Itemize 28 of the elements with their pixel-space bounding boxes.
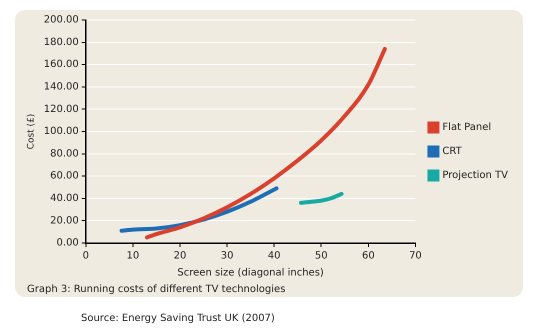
x-tick-label: 20 bbox=[174, 250, 186, 262]
legend-label: Flat Panel bbox=[442, 122, 492, 134]
y-tick-label: 180.00 bbox=[44, 36, 79, 48]
x-tick-label: 30 bbox=[220, 250, 234, 262]
x-axis-title: Screen size (diagonal inches) bbox=[177, 268, 324, 279]
y-tick-label: 140.00 bbox=[44, 81, 79, 92]
y-tick-label: 200.00 bbox=[44, 14, 79, 26]
line-series bbox=[298, 192, 344, 205]
caption: Graph 3: Running costs of different TV technologies bbox=[27, 284, 286, 295]
y-tick-label: 160.00 bbox=[44, 59, 79, 70]
legend-label: CRT bbox=[442, 146, 463, 158]
source-note: Source: Energy Saving Trust UK (2007) bbox=[81, 313, 275, 324]
y-tick-label: 0.00 bbox=[56, 238, 79, 249]
y-tick-label: 20.00 bbox=[50, 215, 79, 226]
x-tick-label: 70 bbox=[409, 250, 422, 262]
x-tick-label: 60 bbox=[362, 250, 375, 262]
y-tick-label: 60.00 bbox=[50, 170, 79, 182]
y-tick-label: 40.00 bbox=[50, 192, 79, 204]
legend-label: Projection TV bbox=[442, 170, 508, 182]
y-axis-title: Cost (£) bbox=[26, 114, 37, 150]
x-tick-label: 10 bbox=[126, 250, 140, 262]
y-tick-label: 120.00 bbox=[44, 104, 79, 115]
y-tick-label: 100.00 bbox=[44, 126, 79, 138]
y-tick-label: 80.00 bbox=[50, 148, 79, 160]
line-series bbox=[145, 46, 387, 240]
x-tick-label: 50 bbox=[314, 250, 328, 262]
x-tick-label: 0 bbox=[82, 250, 89, 262]
x-tick-label: 40 bbox=[268, 250, 281, 262]
